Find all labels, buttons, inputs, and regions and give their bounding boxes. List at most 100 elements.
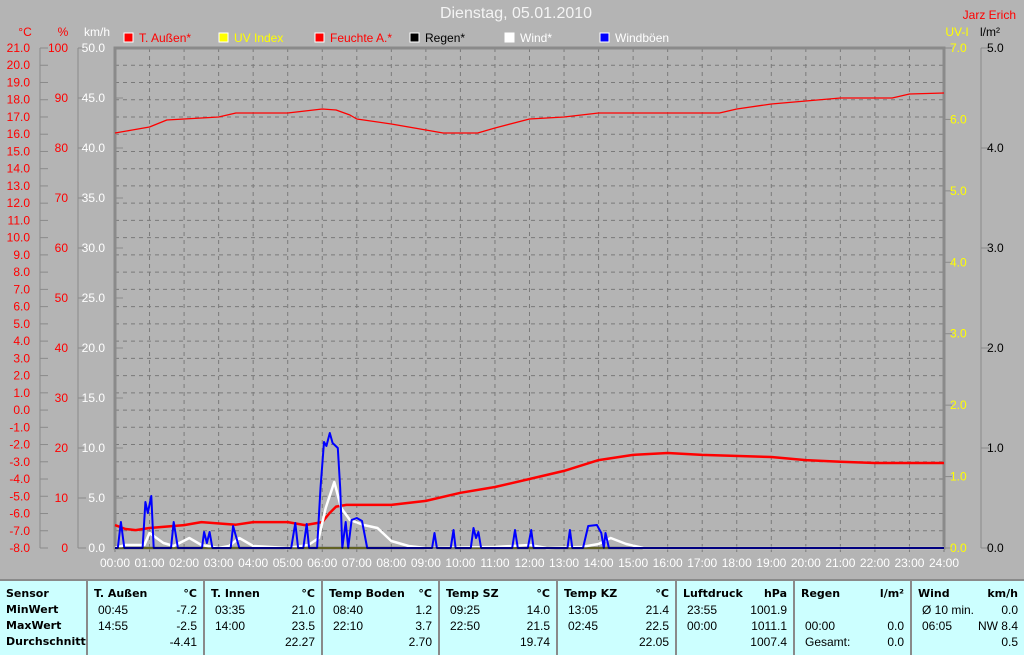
cell-time: 02:45 (568, 619, 599, 633)
cell-value: -7.2 (176, 603, 197, 617)
row-label: MinWert (6, 603, 59, 616)
x-tick-label: 00:00 (100, 556, 130, 570)
legend-swatch (504, 32, 515, 43)
cell-time: 14:55 (98, 619, 129, 633)
table-row: Durchschnitt (6, 634, 86, 650)
wind-tick-label: 35.0 (82, 191, 106, 205)
temp-tick-label: 19.0 (7, 75, 31, 89)
wind-tick-label: 40.0 (82, 141, 106, 155)
rain-tick-label: 1.0 (987, 441, 1004, 455)
x-tick-label: 18:00 (722, 556, 752, 570)
row-label: Durchschnitt (6, 635, 86, 648)
cell-value: 22.05 (638, 635, 669, 649)
column-title: Regen (801, 587, 841, 600)
uv-tick-label: 0.0 (950, 541, 967, 555)
temp-tick-label: 11.0 (8, 213, 31, 227)
legend-label: UV Index (234, 31, 283, 45)
legend-label: T. Außen* (139, 31, 191, 45)
x-tick-label: 14:00 (584, 556, 614, 570)
cell-time: 00:45 (98, 603, 129, 617)
table-row: 09:25 14.0 (446, 602, 550, 618)
cell-time: 22:50 (450, 619, 481, 633)
table-row: Gesamt: 0.0 (801, 634, 904, 650)
table-row: Ø 10 min. 0.0 (918, 602, 1018, 618)
x-tick-label: 06:00 (307, 556, 337, 570)
table-column: Temp Boden °C 08:40 1.2 22:10 3.7 2.70 (323, 581, 440, 655)
temp-tick-label: 17.0 (7, 110, 31, 124)
wind-tick-label: 45.0 (82, 91, 106, 105)
table-row: 03:35 21.0 (211, 602, 315, 618)
table-row: 22.05 (564, 634, 669, 650)
humidity-tick-label: 10 (55, 491, 69, 505)
temp-tick-label: 4.0 (13, 334, 30, 348)
column-title: Luftdruck (683, 587, 743, 600)
table-row: 2.70 (329, 634, 432, 650)
wind-tick-label: 5.0 (88, 491, 105, 505)
rain-tick-label: 0.0 (987, 541, 1004, 555)
humidity-tick-label: 60 (55, 241, 69, 255)
series-line-t-außen- (114, 451, 944, 532)
cell-value: 1001.9 (750, 603, 787, 617)
temp-tick-label: 7.0 (13, 282, 30, 296)
column-unit: hPa (763, 587, 787, 600)
cell-time (94, 634, 98, 650)
table-header: Regen l/m² (801, 586, 904, 602)
cell-value: 21.4 (645, 603, 669, 617)
x-tick-label: 19:00 (756, 556, 786, 570)
humidity-axis-title: % (58, 25, 69, 39)
temp-tick-label: 3.0 (13, 351, 30, 365)
legend-swatch (409, 32, 420, 43)
temp-tick-label: -5.0 (9, 489, 30, 503)
table-column: T. Außen °C 00:45 -7.2 14:55 -2.5 -4.41 (88, 581, 205, 655)
wind-tick-label: 20.0 (82, 341, 106, 355)
temp-tick-label: 9.0 (13, 248, 30, 262)
legend-label: Windböen (615, 31, 669, 45)
column-title: T. Außen (94, 587, 148, 600)
series-line-feuchte-a- (114, 92, 945, 134)
temp-tick-label: 20.0 (7, 58, 31, 72)
table-header: T. Außen °C (94, 586, 197, 602)
wind-axis-title: km/h (84, 25, 110, 39)
column-title: T. Innen (211, 587, 260, 600)
cell-value: 23.5 (291, 619, 315, 633)
table-row: 22:50 21.5 (446, 618, 550, 634)
cell-time: 14:00 (215, 619, 246, 633)
cell-time: 00:00 (805, 619, 836, 633)
x-tick-label: 15:00 (618, 556, 648, 570)
table-column: Luftdruck hPa 23:55 1001.9 00:00 1011.1 1007.4 (677, 581, 795, 655)
table-column: Wind km/h Ø 10 min. 0.0 06:05 NW 8.4 0.5 (912, 581, 1024, 655)
humidity-tick-label: 30 (55, 391, 69, 405)
cell-value: 22.5 (645, 619, 669, 633)
column-unit: km/h (987, 587, 1018, 600)
cell-value: 3.7 (415, 619, 432, 633)
weather-chart: 00:00 01:00 02:00 03:00 04:00 05:00 06:00 07:00… (7, 25, 1004, 570)
temp-tick-label: 0.0 (13, 403, 30, 417)
temp-tick-label: 14.0 (7, 162, 31, 176)
cell-value: 14.0 (526, 603, 550, 617)
x-tick-label: 21:00 (825, 556, 855, 570)
table-header: Luftdruck hPa (683, 586, 787, 602)
cell-time: 23:55 (687, 603, 718, 617)
temp-tick-label: 21.0 (7, 41, 31, 55)
cell-value: 21.0 (291, 603, 315, 617)
table-row: -4.41 (94, 634, 197, 650)
table-header: Temp Boden °C (329, 586, 432, 602)
x-tick-label: 02:00 (169, 556, 199, 570)
cell-time: 09:25 (450, 603, 481, 617)
x-tick-label: 13:00 (549, 556, 579, 570)
x-tick-label: 10:00 (445, 556, 475, 570)
temp-tick-label: 10.0 (7, 231, 31, 245)
humidity-tick-label: 100 (48, 41, 68, 55)
uv-axis-title: UV-I (945, 25, 968, 39)
temp-tick-label: 1.0 (13, 386, 30, 400)
cell-value: 0.0 (887, 635, 904, 649)
temp-tick-label: 6.0 (13, 300, 30, 314)
cell-time: 08:40 (333, 603, 364, 617)
table-column: Temp SZ °C 09:25 14.0 22:50 21.5 19.74 (440, 581, 558, 655)
cell-time (211, 634, 215, 650)
table-row: 22.27 (211, 634, 315, 650)
table-row: 1007.4 (683, 634, 787, 650)
wind-tick-label: 15.0 (82, 391, 106, 405)
temp-tick-label: 12.0 (7, 196, 31, 210)
rain-tick-label: 4.0 (987, 141, 1004, 155)
